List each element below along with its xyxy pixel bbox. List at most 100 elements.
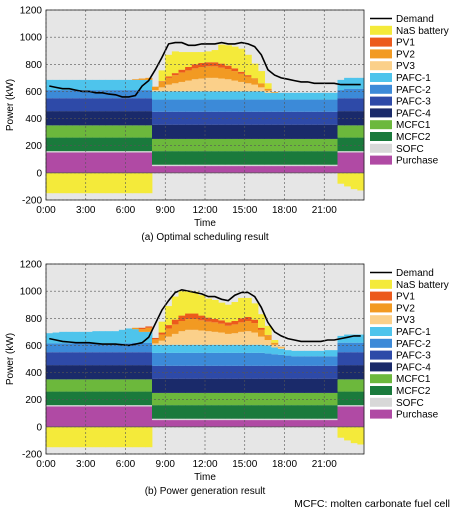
- area-segment-pafc-2: [72, 343, 80, 353]
- legend-swatch-pafc-1: [370, 327, 392, 336]
- area-segment-nas-battery: [251, 303, 259, 320]
- area-segment-pafc-3: [297, 111, 305, 125]
- area-segment-pafc-4: [191, 124, 199, 139]
- area-segment-nas-battery: [125, 172, 133, 194]
- area-segment-purchase: [112, 406, 120, 427]
- area-segment-pafc-1: [238, 91, 246, 100]
- area-segment-purchase: [224, 420, 232, 427]
- area-segment-mcfc1: [244, 138, 252, 152]
- legend-label: MCFC1: [396, 120, 431, 131]
- legend-swatch-pv1: [370, 37, 392, 47]
- area-segment-mcfc1: [324, 138, 332, 152]
- legend-swatch-mcfc1: [370, 374, 392, 384]
- area-segment-sofc: [324, 418, 332, 421]
- area-segment-pv2: [191, 318, 199, 330]
- area-segment-sofc: [145, 405, 153, 407]
- area-segment-mcfc2: [92, 137, 100, 152]
- area-segment-mcfc2: [105, 137, 113, 152]
- area-segment-pafc-1: [198, 344, 206, 353]
- area-segment-pafc-3: [65, 98, 73, 112]
- area-segment-pafc-4: [244, 378, 252, 393]
- area-segment-pafc-3: [198, 111, 206, 125]
- area-segment-nas-battery: [238, 48, 246, 72]
- area-segment-sofc: [79, 405, 87, 407]
- x-tick-label: 3:00: [76, 205, 96, 216]
- area-segment-sofc: [304, 164, 312, 167]
- area-segment-mcfc2: [304, 151, 312, 165]
- area-segment-mcfc1: [251, 138, 259, 152]
- area-segment-pafc-1: [297, 92, 305, 100]
- area-segment-pafc-3: [344, 352, 352, 366]
- area-segment-mcfc2: [330, 151, 338, 165]
- area-segment-pafc-2: [105, 343, 113, 353]
- area-segment-pafc-3: [152, 111, 160, 125]
- area-segment-pafc-4: [317, 378, 325, 393]
- area-segment-purchase: [132, 406, 140, 427]
- area-segment-mcfc1: [185, 138, 193, 152]
- demand-line: [49, 288, 361, 347]
- area-segment-sofc: [52, 151, 60, 153]
- legend-label: PAFC-2: [396, 85, 431, 96]
- area-segment-pafc-1: [152, 344, 160, 353]
- area-segment-pv2: [244, 76, 252, 84]
- area-segment-nas-battery: [211, 50, 219, 63]
- area-segment-pafc-3: [251, 365, 259, 379]
- area-segment-pafc-2: [178, 352, 186, 366]
- area-segment-sofc: [284, 418, 292, 421]
- area-segment-pafc-4: [118, 111, 126, 126]
- area-segment-sofc: [271, 418, 279, 421]
- area-segment-pafc-2: [165, 352, 173, 366]
- legend-swatch-sofc: [370, 397, 392, 407]
- area-segment-pafc-2: [284, 99, 292, 112]
- area-segment-sofc: [311, 418, 319, 421]
- area-segment-mcfc1: [277, 138, 285, 152]
- area-segment-pv2: [218, 323, 226, 333]
- area-segment-pv3: [258, 87, 266, 92]
- area-segment-pv2: [171, 75, 179, 84]
- area-segment-purchase: [85, 406, 93, 427]
- area-segment-mcfc2: [357, 137, 365, 152]
- area-segment-pafc-1: [211, 91, 219, 100]
- area-segment-nas-battery: [132, 426, 140, 448]
- area-segment-pafc-4: [218, 378, 226, 393]
- area-segment-pafc-1: [277, 92, 285, 100]
- area-segment-pafc-3: [165, 111, 173, 125]
- area-segment-sofc: [271, 164, 279, 167]
- area-segment-mcfc1: [238, 138, 246, 152]
- area-segment-pv3: [264, 340, 272, 346]
- area-segment-pafc-4: [52, 365, 60, 380]
- area-segment-pafc-1: [171, 91, 179, 100]
- area-segment-nas-battery: [198, 295, 206, 316]
- area-segment-pafc-2: [317, 356, 325, 366]
- area-segment-pv2: [145, 327, 153, 332]
- area-segment-mcfc2: [152, 405, 160, 419]
- area-segment-purchase: [158, 420, 166, 427]
- area-segment-mcfc2: [171, 405, 179, 419]
- legend-swatch-pafc-3: [370, 96, 392, 106]
- area-segment-mcfc2: [112, 137, 120, 152]
- area-segment-mcfc2: [52, 391, 60, 406]
- y-tick-label: 1200: [20, 6, 43, 17]
- area-segment-mcfc1: [158, 392, 166, 406]
- area-segment-pafc-2: [350, 88, 358, 99]
- area-segment-pafc-2: [125, 343, 133, 353]
- area-segment-pv1: [244, 75, 252, 77]
- area-segment-mcfc1: [46, 125, 54, 138]
- area-segment-pv3: [178, 331, 186, 345]
- area-segment-pv3: [165, 336, 173, 345]
- area-segment-pafc-4: [171, 124, 179, 139]
- area-segment-sofc: [284, 164, 292, 167]
- area-segment-sofc: [251, 418, 259, 421]
- area-segment-pv3: [211, 331, 219, 345]
- area-segment-mcfc1: [79, 379, 87, 392]
- y-axis-label: Power (kW): [5, 79, 16, 131]
- area-segment-pafc-3: [271, 111, 279, 125]
- area-segment-mcfc1: [231, 138, 239, 152]
- area-segment-pafc-1: [112, 79, 120, 91]
- area-segment-pafc-3: [52, 352, 60, 366]
- area-segment-mcfc1: [224, 392, 232, 406]
- area-segment-purchase: [264, 420, 272, 427]
- area-segment-nas-battery: [337, 426, 345, 438]
